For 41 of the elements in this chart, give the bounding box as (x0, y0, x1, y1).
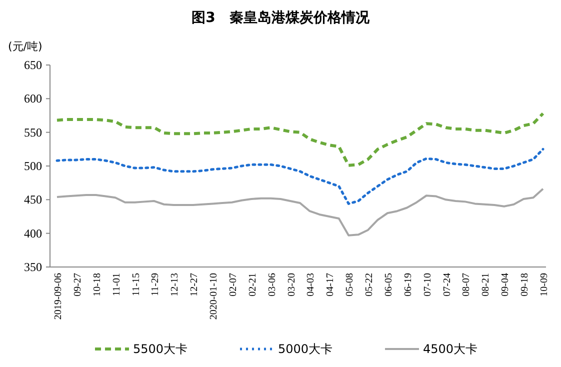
y-tick-label: 550 (24, 125, 42, 140)
line-series (56, 188, 544, 236)
line-series (56, 112, 544, 167)
line-series (56, 148, 544, 205)
y-tick-label: 450 (24, 192, 42, 207)
x-tick-label: 07-10 (422, 273, 434, 296)
x-tick-label: 12-27 (189, 273, 200, 296)
x-tick-label: 07-24 (442, 273, 453, 296)
x-tick-label: 12-13 (170, 273, 181, 296)
x-tick-label: 02-21 (247, 273, 258, 296)
legend-label: 5000大卡 (278, 342, 333, 356)
x-tick-label: 03-06 (266, 273, 278, 296)
x-tick-label: 04-03 (306, 273, 317, 296)
x-tick-label: 10-09 (539, 273, 550, 296)
x-tick-label: 08-07 (461, 273, 472, 296)
y-tick-label: 350 (24, 260, 42, 274)
x-tick-label: 04-17 (325, 273, 336, 296)
x-tick-label: 05-08 (344, 273, 356, 296)
y-axis-title: (元/吨) (8, 40, 42, 53)
legend-label: 5500大卡 (133, 342, 188, 356)
y-tick-label: 500 (24, 159, 42, 173)
x-tick-label: 10-18 (92, 273, 103, 296)
x-tick-label: 11-15 (130, 273, 142, 296)
x-tick-label: 09-04 (500, 273, 512, 296)
x-tick-label: 08-21 (480, 273, 492, 296)
x-tick-label: 11-01 (111, 273, 122, 296)
x-tick-label: 06-05 (383, 273, 394, 296)
y-tick-label: 600 (24, 92, 42, 106)
y-tick-label: 650 (24, 58, 42, 72)
legend-label: 4500大卡 (423, 342, 478, 356)
x-tick-label: 11-29 (150, 273, 162, 296)
x-tick-label: 2020-01-10 (208, 273, 220, 320)
chart-title: 图3 秦皇岛港煤炭价格情况 (192, 10, 370, 26)
x-tick-label: 09-18 (520, 273, 531, 296)
x-tick-label: 05-22 (364, 273, 376, 296)
x-tick-label: 03-20 (286, 273, 298, 296)
y-tick-label: 400 (24, 226, 42, 240)
x-tick-label: 02-07 (228, 273, 239, 296)
x-tick-label: 2019-09-06 (53, 273, 64, 320)
x-tick-label: 09-27 (72, 273, 84, 296)
x-tick-label: 06-19 (402, 273, 414, 296)
